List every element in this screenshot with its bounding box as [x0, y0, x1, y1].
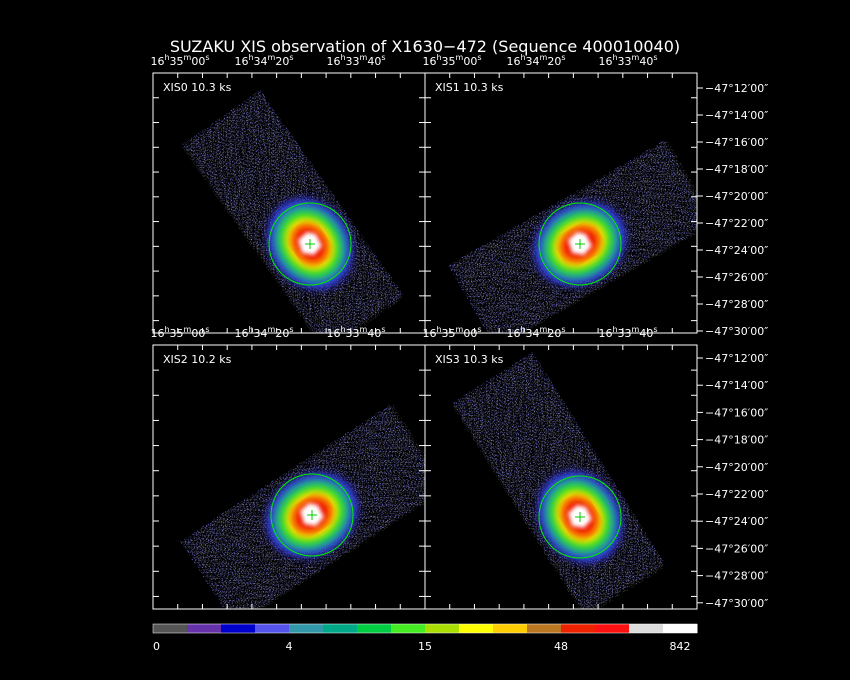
colorbar-swatch: [493, 624, 528, 633]
dec-tick-label: −47°18′00″: [705, 163, 768, 176]
ra-tick-label: 16h33m40s: [598, 53, 657, 68]
title: SUZAKU XIS observation of X1630−472 (Seq…: [170, 37, 680, 56]
colorbar-swatch: [289, 624, 324, 633]
panel: XIS2 10.2 ks: [152, 344, 426, 610]
ra-tick-label: 16h34m20s: [506, 53, 565, 68]
colorbar-swatch: [629, 624, 664, 633]
source-region: [268, 202, 352, 286]
dec-tick-label: −47°26′00″: [705, 542, 768, 555]
colorbar-swatch: [357, 624, 392, 633]
colorbar-swatch: [527, 624, 562, 633]
panel-label: XIS2 10.2 ks: [163, 353, 232, 366]
image: [179, 404, 425, 609]
colorbar-label: 15: [418, 640, 432, 653]
source-region: [538, 202, 622, 286]
ra-tick-label: 16h34m20s: [234, 53, 293, 68]
dec-tick-label: −47°16′00″: [705, 406, 768, 419]
dec-tick-label: −47°30′00″: [705, 597, 768, 610]
ra-tick-label: 16h34m20s: [234, 325, 293, 340]
source-cross: [307, 510, 317, 520]
source-cross: [575, 512, 585, 522]
image: [182, 89, 404, 333]
colorbar-swatch: [595, 624, 630, 633]
colorbar-label: 4: [286, 640, 293, 653]
dec-tick-label: −47°24′00″: [705, 244, 768, 257]
panel-label: XIS3 10.3 ks: [435, 353, 504, 366]
dec-tick-label: −47°14′00″: [705, 379, 768, 392]
dec-tick-label: −47°20′00″: [705, 461, 768, 474]
colorbar-swatch: [255, 624, 290, 633]
colorbar-swatch: [663, 624, 698, 633]
ra-tick-label: 16h33m40s: [326, 325, 385, 340]
dec-tick-label: −47°26′00″: [705, 271, 768, 284]
dec-tick-label: −47°12′00″: [705, 82, 768, 95]
ra-tick-label: 16h35m00s: [150, 325, 209, 340]
colorbar-swatch: [323, 624, 358, 633]
colorbar-label: 48: [554, 640, 568, 653]
source-cross: [575, 239, 585, 249]
colorbar-swatch: [187, 624, 222, 633]
image: [452, 351, 666, 609]
panel: XIS0 10.3 ks: [152, 72, 426, 334]
colorbar-swatch: [561, 624, 596, 633]
image: [447, 140, 697, 333]
panel: XIS1 10.3 ks: [424, 72, 698, 334]
colorbar-swatch: [153, 624, 188, 633]
colorbar-label: 0: [153, 640, 160, 653]
dec-tick-label: −47°18′00″: [705, 434, 768, 447]
dec-tick-label: −47°14′00″: [705, 109, 768, 122]
dec-tick-label: −47°30′00″: [705, 325, 768, 338]
frame: [424, 72, 698, 334]
colorbar-swatch: [425, 624, 460, 633]
ra-tick-label: 16h34m20s: [506, 325, 565, 340]
frame: [424, 344, 698, 610]
dec-tick-label: −47°22′00″: [705, 488, 768, 501]
dec-tick-label: −47°22′00″: [705, 217, 768, 230]
panel-label: XIS1 10.3 ks: [435, 81, 504, 94]
ra-tick-label: 16h35m00s: [422, 53, 481, 68]
colorbar-swatch: [221, 624, 256, 633]
ra-tick-label: 16h33m40s: [326, 53, 385, 68]
dec-tick-label: −47°28′00″: [705, 298, 768, 311]
colorbar-label: 842: [670, 640, 691, 653]
dec-tick-label: −47°12′00″: [705, 352, 768, 365]
colorbar-swatch: [391, 624, 426, 633]
ra-tick-label: 16h33m40s: [598, 325, 657, 340]
colorbar-swatch: [459, 624, 494, 633]
dec-tick-label: −47°16′00″: [705, 136, 768, 149]
dec-tick-label: −47°28′00″: [705, 570, 768, 583]
panel: XIS3 10.3 ks: [424, 344, 698, 610]
ra-tick-label: 16h35m00s: [422, 325, 481, 340]
colorbar-frame: [152, 623, 698, 634]
dec-tick-label: −47°24′00″: [705, 515, 768, 528]
source-cross: [305, 239, 315, 249]
panel-label: XIS0 10.3 ks: [163, 81, 232, 94]
source-region: [538, 475, 622, 559]
source-region: [270, 473, 354, 557]
dec-tick-label: −47°20′00″: [705, 190, 768, 203]
ra-tick-label: 16h35m00s: [150, 53, 209, 68]
